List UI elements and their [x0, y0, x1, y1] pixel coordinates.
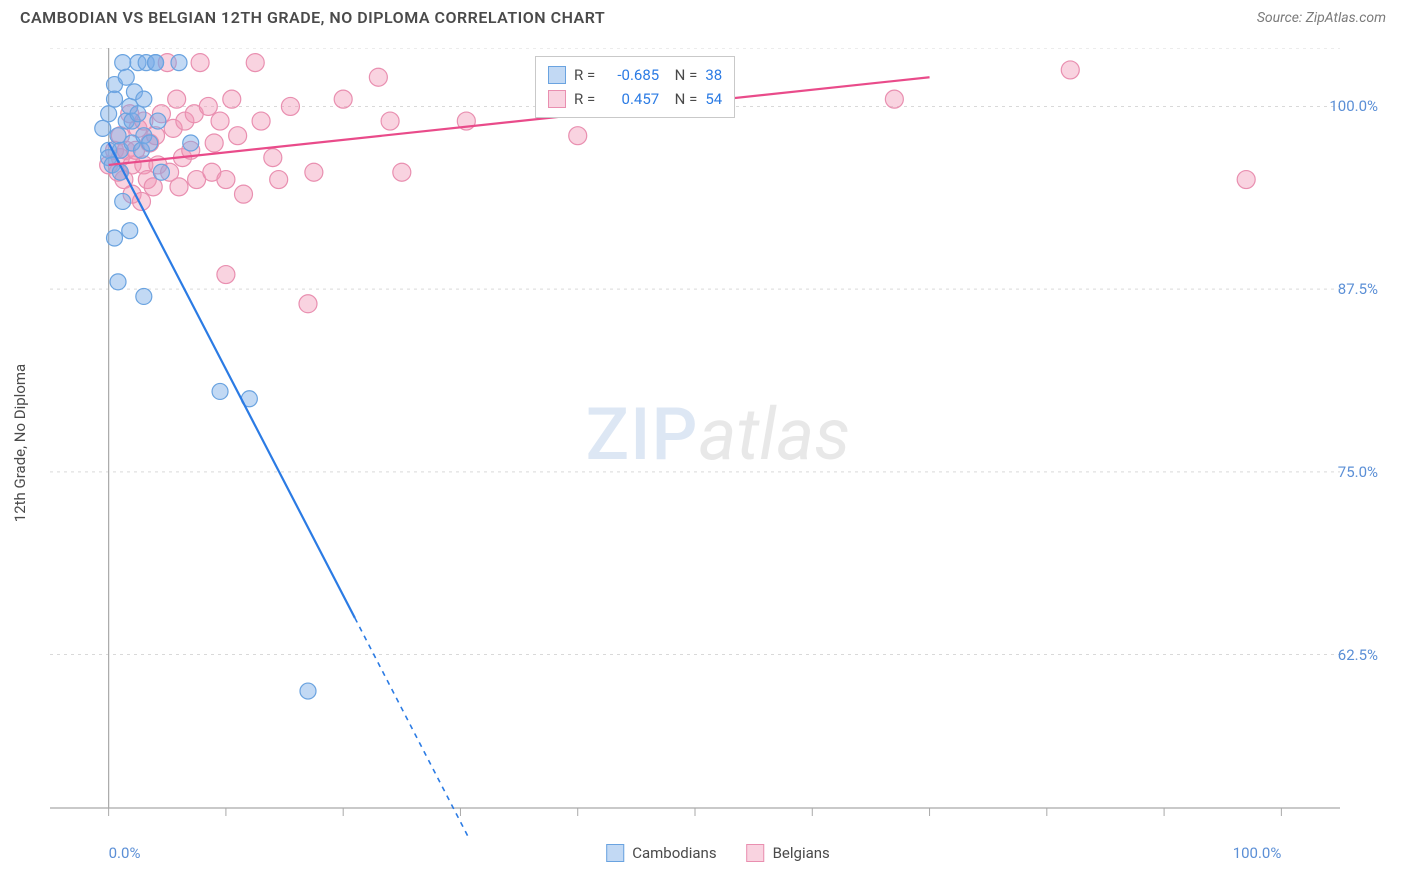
- legend-label: Cambodians: [632, 844, 716, 862]
- belgians-point: [334, 90, 352, 108]
- stat-n-value: 38: [705, 63, 722, 87]
- belgians-point: [211, 112, 229, 130]
- belgians-point: [270, 171, 288, 189]
- cambodians-point: [122, 223, 138, 239]
- belgians-point: [191, 54, 209, 72]
- cambodians-legend-swatch: [606, 844, 624, 862]
- stat-n-value: 54: [705, 87, 722, 111]
- stat-r-value: -0.685: [603, 63, 659, 87]
- stat-r-value: 0.457: [603, 87, 659, 111]
- cambodians-point: [212, 383, 228, 399]
- belgians-point: [369, 68, 387, 86]
- belgians-point: [235, 185, 253, 203]
- belgians-point: [199, 97, 217, 115]
- belgians-point: [1237, 171, 1255, 189]
- chart-container: 12th Grade, No Diploma ZIPatlas R = -0.6…: [50, 48, 1386, 838]
- cambodians-point: [171, 55, 187, 71]
- belgians-point: [1061, 61, 1079, 79]
- stats-row-cambodians: R = -0.685 N = 38: [548, 63, 722, 87]
- belgians-point: [885, 90, 903, 108]
- cambodians-trendline-dash: [355, 618, 472, 838]
- y-tick-label: 75.0%: [1338, 463, 1378, 481]
- belgians-point: [168, 90, 186, 108]
- belgians-point: [170, 178, 188, 196]
- belgians-point: [264, 149, 282, 167]
- belgians-point: [217, 266, 235, 284]
- cambodians-point: [300, 683, 316, 699]
- legend-item-cambodians: Cambodians: [606, 844, 716, 862]
- cambodians-point: [118, 69, 134, 85]
- stat-n-label: N =: [667, 63, 697, 87]
- cambodians-point: [115, 193, 131, 209]
- cambodians-point: [115, 55, 131, 71]
- belgians-point: [223, 90, 241, 108]
- cambodians-point: [183, 135, 199, 151]
- belgians-point: [252, 112, 270, 130]
- belgians-point: [381, 112, 399, 130]
- legend-label: Belgians: [773, 844, 830, 862]
- bottom-legend: Cambodians Belgians: [606, 844, 830, 862]
- cambodians-point: [148, 55, 164, 71]
- cambodians-point: [136, 91, 152, 107]
- belgians-point: [305, 163, 323, 181]
- chart-title: CAMBODIAN VS BELGIAN 12TH GRADE, NO DIPL…: [20, 8, 605, 27]
- cambodians-point: [130, 106, 146, 122]
- source-attribution: Source: ZipAtlas.com: [1257, 10, 1386, 26]
- stats-row-belgians: R = 0.457 N = 54: [548, 87, 722, 111]
- stat-n-label: N =: [667, 87, 697, 111]
- belgians-point: [299, 295, 317, 313]
- cambodians-point: [110, 128, 126, 144]
- belgians-point: [205, 134, 223, 152]
- scatter-plot: [50, 48, 1386, 838]
- stat-r-label: R =: [574, 87, 595, 111]
- y-tick-label: 100.0%: [1329, 97, 1378, 115]
- belgians-swatch: [548, 90, 566, 108]
- cambodians-point: [101, 106, 117, 122]
- header-bar: CAMBODIAN VS BELGIAN 12TH GRADE, NO DIPL…: [0, 0, 1406, 39]
- stats-box: R = -0.685 N = 38 R = 0.457 N = 54: [535, 56, 735, 118]
- belgians-point: [217, 171, 235, 189]
- y-tick-label: 87.5%: [1338, 280, 1378, 298]
- y-tick-label: 62.5%: [1338, 646, 1378, 664]
- x-tick-label: 100.0%: [1233, 844, 1282, 862]
- belgians-legend-swatch: [747, 844, 765, 862]
- belgians-point: [229, 127, 247, 145]
- cambodians-point: [95, 120, 111, 136]
- belgians-point: [246, 54, 264, 72]
- cambodians-point: [142, 135, 158, 151]
- stat-r-label: R =: [574, 63, 595, 87]
- cambodians-point: [110, 274, 126, 290]
- legend-item-belgians: Belgians: [747, 844, 830, 862]
- belgians-point: [393, 163, 411, 181]
- cambodians-point: [107, 91, 123, 107]
- cambodians-point: [107, 230, 123, 246]
- cambodians-point: [136, 288, 152, 304]
- cambodians-trendline: [109, 143, 355, 618]
- cambodians-swatch: [548, 66, 566, 84]
- belgians-point: [281, 97, 299, 115]
- cambodians-point: [150, 113, 166, 129]
- cambodians-point: [153, 164, 169, 180]
- y-axis-label: 12th Grade, No Diploma: [11, 364, 29, 522]
- belgians-point: [569, 127, 587, 145]
- x-tick-label: 0.0%: [109, 844, 141, 862]
